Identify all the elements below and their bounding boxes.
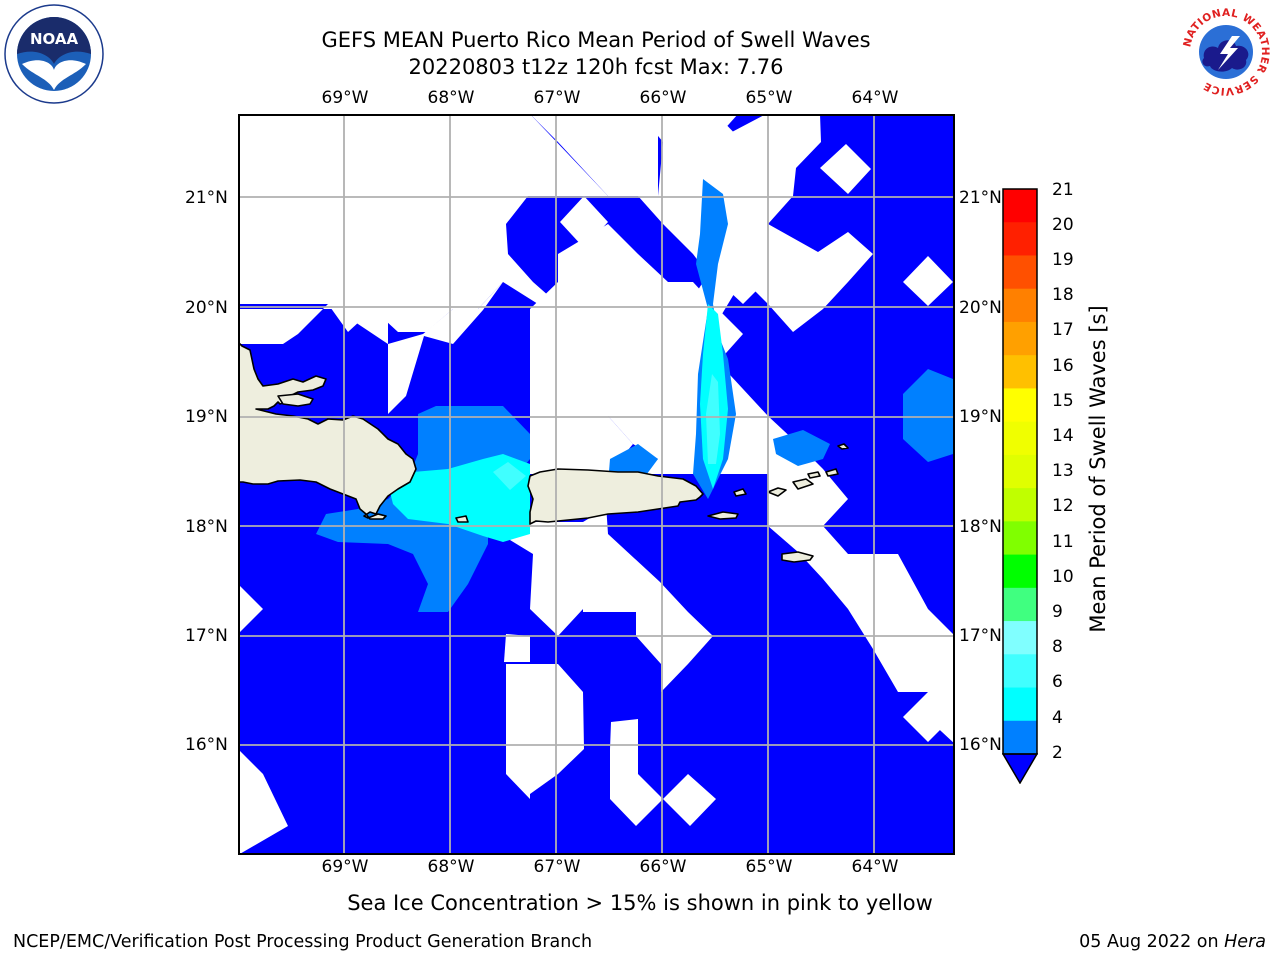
colorbar-swatch [1003, 720, 1037, 755]
noaa-logo-text: NOAA [30, 30, 79, 48]
colorbar-tick: 4 [1052, 708, 1063, 728]
colorbar-tick: 16 [1052, 356, 1074, 376]
left-lat-label: 19°N [185, 407, 228, 427]
left-lat-label: 21°N [185, 188, 228, 208]
colorbar-extend-triangle [1001, 753, 1039, 785]
colorbar-tick: 2 [1052, 743, 1063, 763]
bottom-lon-label: 66°W [639, 857, 687, 877]
bottom-lon-label: 65°W [745, 857, 793, 877]
colorbar-tick: 21 [1052, 180, 1074, 200]
sea-ice-caption: Sea Ice Concentration > 15% is shown in … [347, 891, 933, 915]
right-lat-label: 16°N [959, 735, 1002, 755]
colorbar-swatch [1003, 654, 1037, 689]
top-lon-label: 64°W [851, 88, 899, 108]
land-puerto-rico [455, 443, 849, 563]
chart-subtitle: 20220803 t12z 120h fcst Max: 7.76 [408, 55, 784, 79]
bottom-lon-label: 69°W [321, 857, 369, 877]
left-lat-label: 17°N [185, 626, 228, 646]
top-lon-label: 65°W [745, 88, 793, 108]
colorbar-tick: 15 [1052, 391, 1074, 411]
colorbar-tick: 17 [1052, 320, 1074, 340]
top-lon-label: 68°W [427, 88, 475, 108]
colorbar-swatch [1003, 222, 1037, 256]
footer-machine: Hera [1224, 932, 1266, 952]
land-hispaniola [239, 341, 417, 520]
nws-logo: NATIONAL WEATHER SERVICE [1176, 2, 1276, 102]
colorbar-tick: 13 [1052, 461, 1074, 481]
colorbar-frame [1002, 188, 1038, 755]
footer-date-text: 05 Aug 2022 on [1079, 932, 1225, 952]
colorbar [1001, 188, 1039, 785]
bottom-lon-label: 67°W [533, 857, 581, 877]
map-panel [238, 114, 955, 855]
right-lat-label: 18°N [959, 517, 1002, 537]
period-6-8-region [493, 374, 720, 490]
right-lat-label: 19°N [959, 407, 1002, 427]
colorbar-tick: 12 [1052, 496, 1074, 516]
noaa-logo: NOAA [4, 4, 104, 104]
colorbar-swatch [1003, 288, 1037, 323]
footer-branch: NCEP/EMC/Verification Post Processing Pr… [13, 932, 593, 952]
top-lon-label: 66°W [639, 88, 687, 108]
colorbar-swatch [1003, 421, 1037, 456]
colorbar-swatch [1003, 687, 1037, 722]
map-gridlines [239, 115, 954, 854]
bottom-lon-label: 68°W [427, 857, 475, 877]
colorbar-swatch [1003, 255, 1037, 290]
right-lat-label: 21°N [959, 188, 1002, 208]
colorbar-swatch [1003, 621, 1037, 655]
colorbar-tick: 6 [1052, 672, 1063, 692]
colorbar-swatch [1003, 321, 1037, 356]
colorbar-swatch [1003, 388, 1037, 423]
bottom-lon-label: 64°W [851, 857, 899, 877]
map-frame [238, 114, 955, 855]
left-lat-label: 18°N [185, 517, 228, 537]
colorbar-tick: 11 [1052, 532, 1074, 552]
colorbar-tick: 8 [1052, 637, 1063, 657]
colorbar-tick: 18 [1052, 285, 1074, 305]
colorbar-tick: 20 [1052, 215, 1074, 235]
colorbar-tick: 14 [1052, 426, 1074, 446]
colorbar-swatch [1003, 454, 1037, 489]
right-lat-label: 20°N [959, 298, 1002, 318]
colorbar-swatch [1003, 355, 1037, 389]
right-lat-label: 17°N [959, 626, 1002, 646]
left-lat-label: 16°N [185, 735, 228, 755]
colorbar-tick: 9 [1052, 602, 1063, 622]
left-lat-label: 20°N [185, 298, 228, 318]
top-lon-label: 69°W [321, 88, 369, 108]
top-lon-label: 67°W [533, 88, 581, 108]
colorbar-swatch [1003, 521, 1037, 556]
colorbar-swatch [1003, 554, 1037, 589]
colorbar-tick: 10 [1052, 567, 1074, 587]
colorbar-swatch [1003, 488, 1037, 522]
colorbar-label: Mean Period of Swell Waves [s] [1086, 305, 1110, 633]
no-data-regions [239, 115, 954, 854]
colorbar-swatch [1003, 189, 1037, 223]
footer-date: 05 Aug 2022 on Hera [1079, 932, 1266, 952]
chart-title: GEFS MEAN Puerto Rico Mean Period of Swe… [321, 28, 871, 52]
colorbar-tick: 19 [1052, 250, 1074, 270]
colorbar-swatches [1001, 188, 1039, 785]
swell-period-map [238, 114, 955, 855]
colorbar-swatch [1003, 587, 1037, 622]
